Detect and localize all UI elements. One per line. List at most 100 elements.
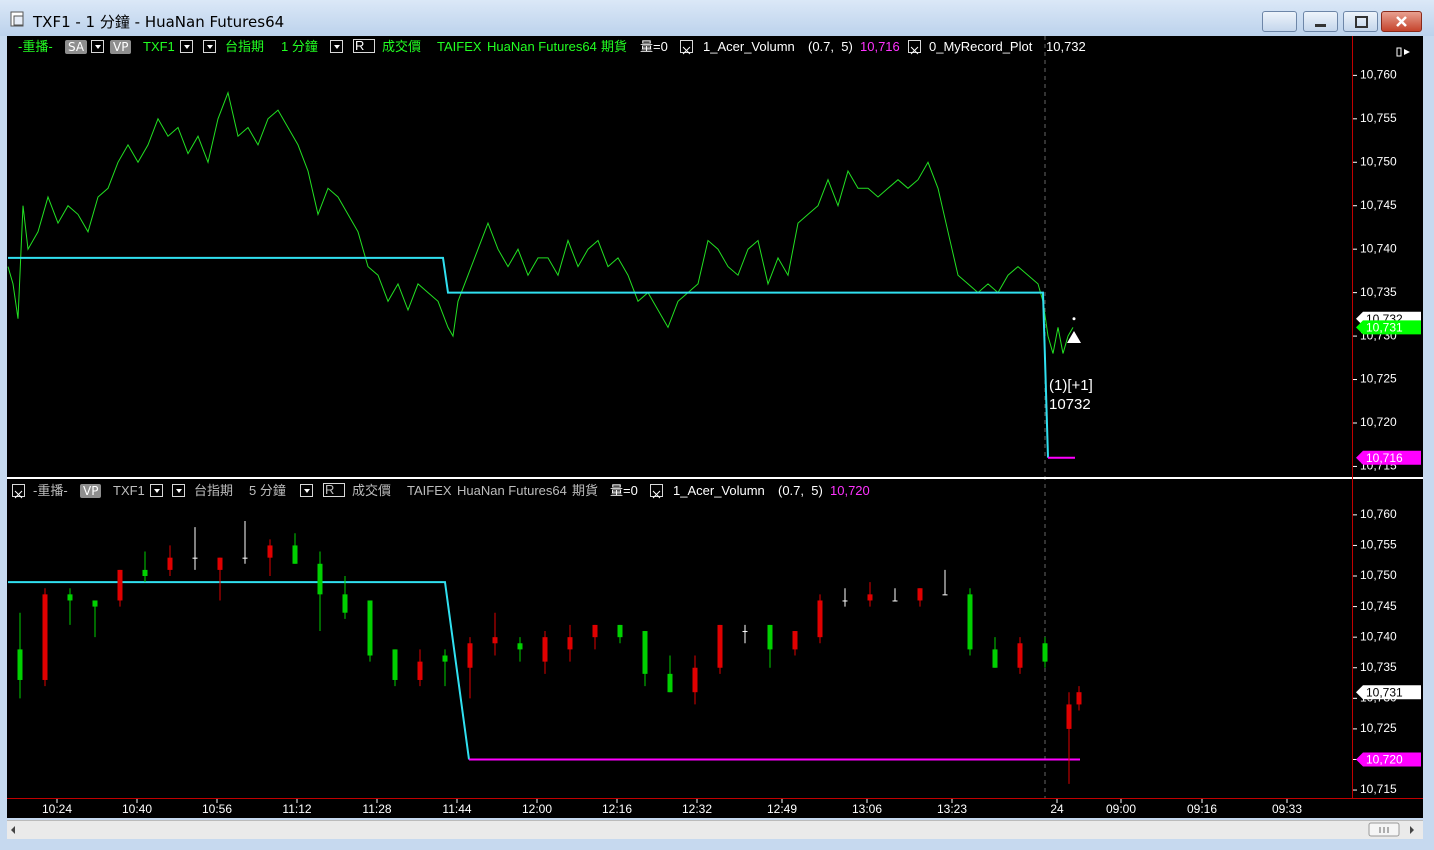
fill-dot xyxy=(1072,317,1076,321)
volume-label: 量=0 xyxy=(610,483,638,498)
price-line xyxy=(7,90,1074,354)
y-tick-label: 10,760 xyxy=(1360,68,1397,82)
candle-body xyxy=(1076,692,1082,705)
candle-body xyxy=(792,631,798,650)
close-indicator-icon[interactable] xyxy=(680,40,693,55)
candle-body xyxy=(867,594,873,601)
candle-body xyxy=(117,569,123,601)
broker: HuaNan Futures64 xyxy=(457,483,567,498)
x-tick-label: 12:16 xyxy=(602,802,632,816)
candle-body xyxy=(317,563,323,595)
y-tick-label: 10,740 xyxy=(1360,241,1397,255)
indicator-value: 10,716 xyxy=(860,39,900,54)
x-tick-label: 24 xyxy=(1050,802,1064,816)
restore-button[interactable] xyxy=(1262,11,1297,32)
dropdown-icon[interactable] xyxy=(150,484,163,497)
close-button[interactable] xyxy=(1381,11,1422,32)
candle-body xyxy=(567,637,573,650)
y-tick-label: 10,735 xyxy=(1360,660,1397,674)
y-tick-label: 10,745 xyxy=(1360,198,1397,212)
candle-body xyxy=(217,557,223,570)
price-tag xyxy=(1356,685,1421,700)
panel-icon[interactable] xyxy=(1396,47,1410,57)
x-tick-label: 10:40 xyxy=(122,802,152,816)
candle-body xyxy=(1066,704,1072,729)
candle-body xyxy=(142,569,148,577)
dropdown-icon[interactable] xyxy=(300,484,313,497)
candle-body xyxy=(467,643,473,668)
scrollbar[interactable] xyxy=(7,820,1423,839)
y-tick-label: 10,725 xyxy=(1360,721,1397,735)
candle-body xyxy=(492,637,498,644)
r-button[interactable]: R xyxy=(353,39,376,53)
price-field: 成交價 xyxy=(352,483,392,498)
close-indicator-icon[interactable] xyxy=(650,484,663,499)
r-button[interactable]: R xyxy=(323,483,346,497)
market: 期貨 xyxy=(601,39,628,54)
candle-body xyxy=(542,637,548,662)
candle-body xyxy=(442,655,448,662)
y-tick-label: 10,725 xyxy=(1360,372,1397,386)
x-tick-label: 12:00 xyxy=(522,802,552,816)
x-tick-label: 09:16 xyxy=(1187,802,1217,816)
candle-body xyxy=(842,600,848,602)
dropdown-icon[interactable] xyxy=(172,484,185,497)
x-tick-label: 10:24 xyxy=(42,802,72,816)
symbol: TXF1 xyxy=(143,39,175,54)
candle-body xyxy=(1042,643,1048,662)
interval: 5 分鐘 xyxy=(249,483,286,498)
candle-body xyxy=(817,600,823,638)
price-tag xyxy=(1356,450,1421,465)
x-tick-label: 10:56 xyxy=(202,802,232,816)
x-tick-label: 11:28 xyxy=(362,802,391,816)
dropdown-icon[interactable] xyxy=(203,40,216,53)
y-tick-label: 10,735 xyxy=(1360,285,1397,299)
maximize-button[interactable] xyxy=(1343,11,1378,32)
indicator-value: 10,732 xyxy=(1046,39,1086,54)
exchange: TAIFEX xyxy=(407,483,452,498)
candle-body xyxy=(242,557,248,559)
market: 期貨 xyxy=(572,483,599,498)
close-indicator-icon[interactable] xyxy=(908,40,921,55)
minimize-button[interactable] xyxy=(1303,11,1338,32)
dropdown-icon[interactable] xyxy=(91,40,104,53)
candle-body xyxy=(692,667,698,693)
price-tag-label: 10,731 xyxy=(1366,685,1403,699)
sa-button[interactable]: SA xyxy=(65,40,88,54)
title-bar: TXF1 - 1 分鐘 - HuaNan Futures64 xyxy=(0,0,1434,36)
x-tick-label: 09:33 xyxy=(1272,802,1302,816)
volume-label: 量=0 xyxy=(640,39,668,54)
candle-body xyxy=(367,600,373,656)
y-tick-label: 10,750 xyxy=(1360,154,1397,168)
y-tick-label: 10,750 xyxy=(1360,568,1397,582)
y-tick-label: 10,755 xyxy=(1360,111,1397,125)
indicator-name: 1_Acer_Volumn xyxy=(673,483,765,498)
interval: 1 分鐘 xyxy=(281,39,318,54)
candle-body xyxy=(717,624,723,668)
dropdown-icon[interactable] xyxy=(180,40,193,53)
product-name: 台指期 xyxy=(225,39,265,54)
candle-body xyxy=(617,624,623,638)
indicator-params: (0.7, 5) xyxy=(778,483,823,498)
y-tick-label: 10,745 xyxy=(1360,599,1397,613)
candle-body xyxy=(417,661,423,680)
candle-body xyxy=(17,649,23,680)
candle-body xyxy=(942,594,948,596)
vp-button[interactable]: VP xyxy=(80,484,102,498)
candle-body xyxy=(767,624,773,650)
x-tick-label: 11:12 xyxy=(282,802,311,816)
indicator-value: 10,720 xyxy=(830,483,870,498)
y-tick-label: 10,715 xyxy=(1360,782,1397,796)
candle-body xyxy=(292,545,298,564)
dropdown-icon[interactable] xyxy=(330,40,343,53)
vp-button[interactable]: VP xyxy=(110,40,132,54)
candle-body xyxy=(992,649,998,668)
candle-body xyxy=(967,594,973,650)
annotation-price: 10732 xyxy=(1049,396,1091,413)
y-tick-label: 10,740 xyxy=(1360,629,1397,643)
close-pane-icon[interactable] xyxy=(12,484,25,499)
price-tag xyxy=(1356,320,1421,335)
annotation-text: (1)[+1] xyxy=(1049,377,1093,394)
candle-body xyxy=(167,557,173,570)
